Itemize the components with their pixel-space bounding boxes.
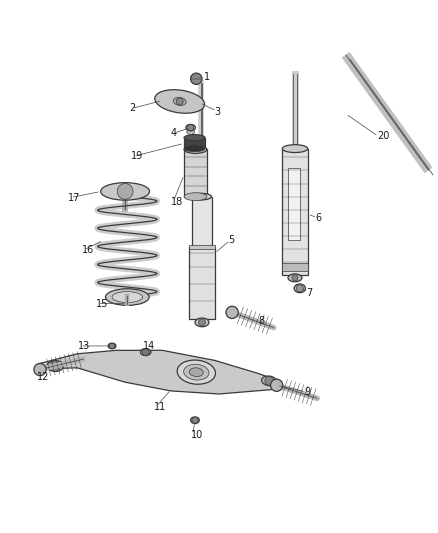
Ellipse shape [192, 193, 212, 200]
Circle shape [292, 275, 298, 281]
Bar [283, 263, 307, 271]
Ellipse shape [191, 417, 199, 423]
Ellipse shape [189, 368, 203, 376]
Bar [189, 245, 215, 249]
Ellipse shape [141, 349, 151, 356]
Circle shape [187, 125, 194, 131]
Ellipse shape [294, 284, 305, 293]
Ellipse shape [283, 144, 307, 152]
Bar [283, 149, 307, 275]
Text: 13: 13 [78, 341, 91, 351]
Ellipse shape [184, 364, 209, 380]
Ellipse shape [184, 135, 205, 141]
Text: 10: 10 [191, 430, 203, 440]
Circle shape [265, 376, 274, 385]
Ellipse shape [184, 146, 207, 154]
Bar [184, 138, 205, 149]
Circle shape [271, 379, 283, 391]
Ellipse shape [112, 292, 143, 303]
Circle shape [142, 349, 149, 356]
Text: 2: 2 [130, 103, 136, 114]
Text: 11: 11 [153, 402, 166, 412]
Circle shape [226, 306, 238, 318]
Bar [184, 149, 207, 197]
Bar [192, 197, 212, 247]
Text: 3: 3 [215, 107, 221, 117]
Bar [288, 168, 300, 240]
Ellipse shape [187, 130, 194, 134]
Text: 12: 12 [36, 372, 49, 382]
Circle shape [117, 183, 133, 199]
Text: 16: 16 [81, 245, 94, 255]
Ellipse shape [186, 124, 195, 131]
Text: 9: 9 [304, 387, 310, 397]
Circle shape [34, 364, 46, 376]
Text: 8: 8 [258, 316, 265, 326]
Text: 15: 15 [96, 298, 108, 309]
Text: 17: 17 [68, 192, 81, 203]
Text: 6: 6 [315, 214, 321, 223]
Ellipse shape [184, 193, 207, 200]
Circle shape [110, 343, 115, 349]
Bar [189, 247, 215, 319]
Circle shape [50, 361, 60, 372]
Text: 18: 18 [171, 197, 183, 207]
Polygon shape [40, 350, 279, 394]
Ellipse shape [106, 289, 149, 305]
Text: 19: 19 [131, 151, 143, 161]
Ellipse shape [261, 376, 277, 386]
Ellipse shape [184, 146, 205, 152]
Circle shape [176, 98, 183, 105]
Text: 14: 14 [143, 341, 155, 351]
Text: 1: 1 [204, 71, 210, 82]
Text: 7: 7 [306, 288, 313, 298]
Circle shape [191, 73, 202, 84]
Circle shape [296, 285, 303, 292]
Ellipse shape [101, 183, 150, 200]
Ellipse shape [195, 318, 209, 327]
Ellipse shape [155, 90, 205, 113]
Ellipse shape [173, 98, 186, 106]
Text: 20: 20 [377, 132, 389, 141]
Circle shape [198, 319, 205, 326]
Ellipse shape [288, 274, 302, 282]
Text: 4: 4 [171, 128, 177, 139]
Ellipse shape [108, 343, 116, 349]
Circle shape [192, 417, 198, 423]
Text: 5: 5 [228, 235, 234, 245]
Ellipse shape [47, 361, 64, 372]
Ellipse shape [177, 360, 215, 384]
